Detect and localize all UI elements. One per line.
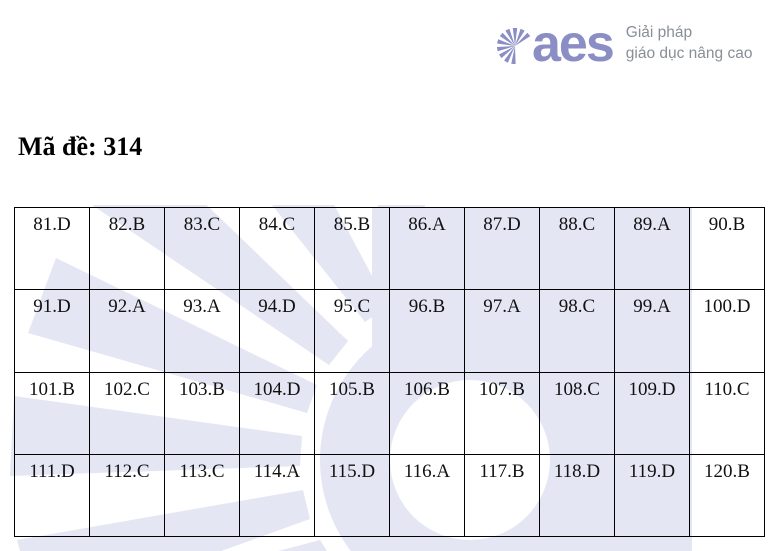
answer-cell: 89.A [614,206,690,291]
answer-cell: 104.D [239,371,315,455]
answer-cell: 87.D [464,206,540,291]
answer-cell: 94.D [239,289,315,373]
answer-cell: 83.C [164,206,240,291]
answer-cell: 97.A [464,289,540,373]
answer-cell: 102.C [89,371,165,455]
aes-logo-mark: aes [492,15,615,73]
answer-cell: 119.D [614,453,690,538]
brand-name: aes [532,15,615,73]
answer-cell: 101.B [14,371,90,455]
tagline-line-2: giáo dục nâng cao [625,45,753,62]
answer-cell: 108.C [539,371,615,455]
answer-cell: 91.D [14,289,90,373]
tagline-line-1: Giải pháp [625,24,693,42]
answer-cell: 90.B [689,206,765,291]
answer-key-table: 81.D 82.B 83.C 84.C 85.B 86.A 87.D 88.C … [14,206,765,538]
table-row: 111.D 112.C 113.C 114.A 115.D 116.A 117.… [14,453,765,538]
answer-cell: 112.C [89,453,165,538]
answer-cell: 115.D [314,453,390,538]
answer-cell: 117.B [464,453,540,538]
answer-cell: 107.B [464,371,540,455]
answer-cell: 109.D [614,371,690,455]
answer-cell: 98.C [539,289,615,373]
sunburst-icon [496,28,531,65]
answer-cell: 92.A [89,289,165,373]
answer-cell: 93.A [164,289,240,373]
answer-cell: 88.C [539,206,615,291]
answer-cell: 110.C [689,371,765,455]
brand-tagline: Giải pháp giáo dục nâng cao [626,23,753,65]
answer-cell: 113.C [164,453,240,538]
answer-cell: 96.B [389,289,465,373]
answer-cell: 100.D [689,289,765,373]
answer-cell: 99.A [614,289,690,373]
answer-cell: 111.D [14,453,90,538]
answer-cell: 95.C [314,289,390,373]
answer-cell: 120.B [689,453,765,538]
answer-cell: 81.D [14,206,90,291]
aes-logo: aes Giải pháp giáo dục nâng cao [492,18,752,70]
answer-cell: 105.B [314,371,390,455]
answer-cell: 82.B [89,206,165,291]
table-row: 81.D 82.B 83.C 84.C 85.B 86.A 87.D 88.C … [14,206,765,291]
answer-cell: 103.B [164,371,240,455]
answer-cell: 85.B [314,206,390,291]
answer-cell: 106.B [389,371,465,455]
table-row: 91.D 92.A 93.A 94.D 95.C 96.B 97.A 98.C … [14,289,765,373]
answer-cell: 84.C [239,206,315,291]
table-row: 101.B 102.C 103.B 104.D 105.B 106.B 107.… [14,371,765,455]
answer-cell: 116.A [389,453,465,538]
answer-cell: 114.A [239,453,315,538]
answer-cell: 86.A [389,206,465,291]
exam-code-title: Mã đề: 314 [18,132,143,161]
answer-cell: 118.D [539,453,615,538]
